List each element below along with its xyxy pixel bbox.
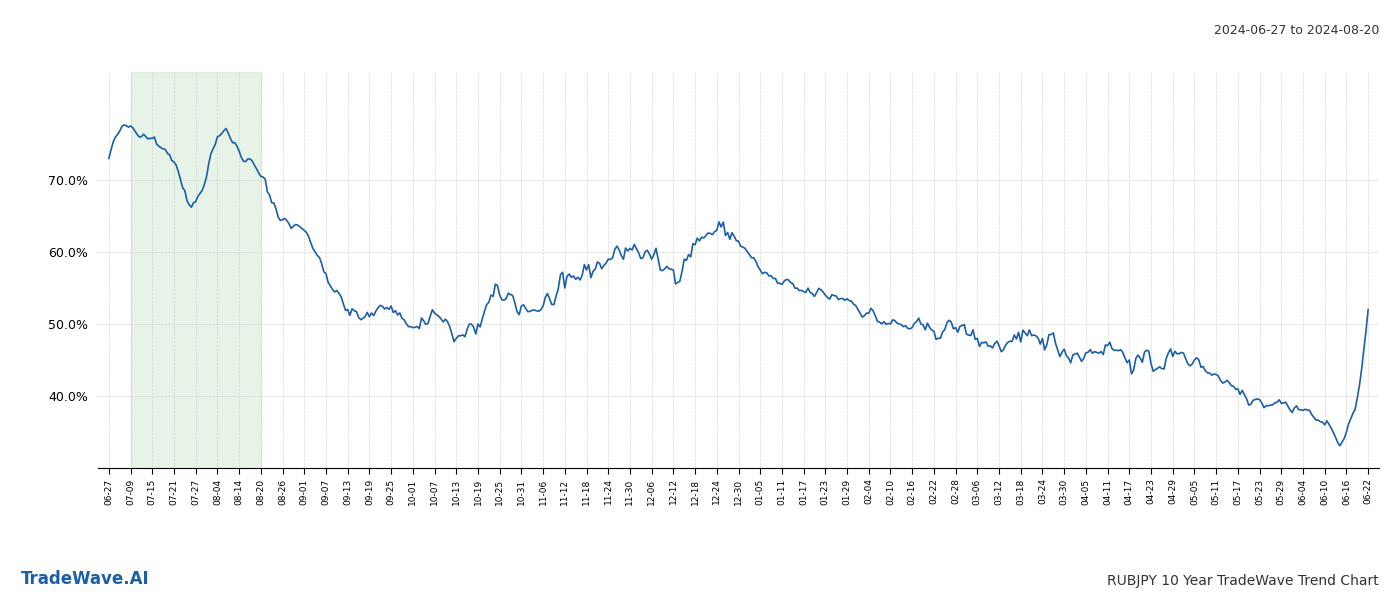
Bar bbox=[130, 72, 260, 468]
Text: RUBJPY 10 Year TradeWave Trend Chart: RUBJPY 10 Year TradeWave Trend Chart bbox=[1107, 574, 1379, 588]
Text: 2024-06-27 to 2024-08-20: 2024-06-27 to 2024-08-20 bbox=[1214, 24, 1379, 37]
Text: TradeWave.AI: TradeWave.AI bbox=[21, 570, 150, 588]
